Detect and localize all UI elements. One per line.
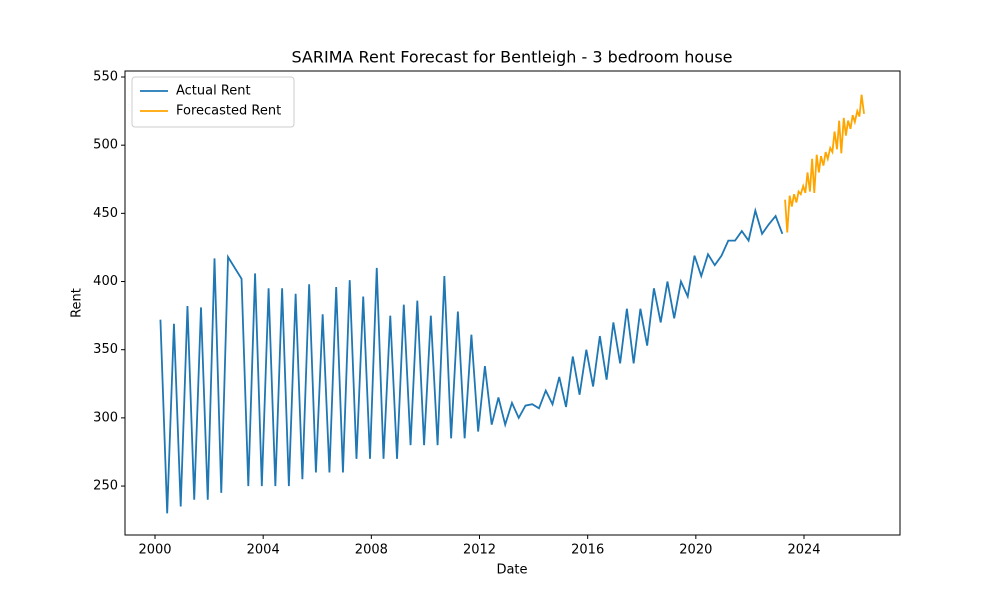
x-tick-label: 2012 <box>463 543 496 558</box>
y-axis-label: Rent <box>70 288 85 318</box>
x-tick-label: 2024 <box>787 543 820 558</box>
series-line <box>159 207 784 514</box>
x-axis-label: Date <box>496 563 527 578</box>
y-tick-label: 400 <box>93 274 118 289</box>
y-tick-label: 500 <box>93 138 118 153</box>
x-tick-label: 2008 <box>355 543 388 558</box>
legend: Actual Rent Forecasted Rent <box>131 76 295 128</box>
y-tick-label: 300 <box>93 410 118 425</box>
y-tick-label: 350 <box>93 342 118 357</box>
x-tick-label: 2000 <box>138 543 171 558</box>
plot-frame <box>124 70 901 536</box>
x-tick-label: 2004 <box>247 543 280 558</box>
y-tick-label: 550 <box>93 69 118 84</box>
y-tick-label: 450 <box>93 206 118 221</box>
legend-box <box>131 76 295 128</box>
x-tick-label: 2020 <box>679 543 712 558</box>
legend-label: Forecasted Rent <box>176 104 281 119</box>
legend-label: Actual Rent <box>176 84 251 99</box>
chart-title: SARIMA Rent Forecast for Bentleigh - 3 b… <box>291 48 732 67</box>
x-tick-label: 2016 <box>571 543 604 558</box>
y-tick-label: 250 <box>93 479 118 494</box>
series-line <box>784 94 865 233</box>
